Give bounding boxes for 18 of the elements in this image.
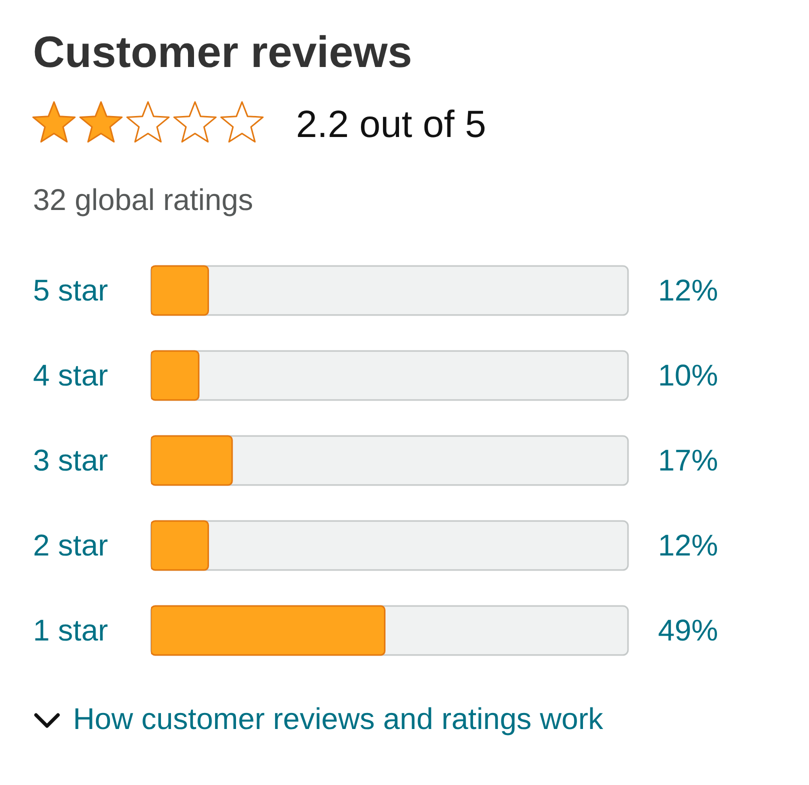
y-tick-label: 3 star xyxy=(33,444,108,478)
bar xyxy=(151,265,209,316)
chart-subtitle: 2.2 out of 5 xyxy=(296,104,486,147)
bar xyxy=(151,435,233,486)
data-label: 12% xyxy=(658,274,718,308)
chart-title: Customer reviews xyxy=(33,28,412,78)
y-tick-label: 1 star xyxy=(33,614,108,648)
text: 32 global ratings xyxy=(33,184,254,218)
y-tick-label: 4 star xyxy=(33,360,108,392)
bar xyxy=(151,520,209,571)
y-tick-label: 2 star xyxy=(33,530,108,562)
y-tick-label: 5 star xyxy=(33,274,108,308)
data-label: 17% xyxy=(658,444,718,478)
data-label: 49% xyxy=(658,614,718,648)
bar xyxy=(151,350,200,401)
data-label: 12% xyxy=(658,530,718,562)
data-label: 10% xyxy=(658,360,718,392)
text: How customer reviews and ratings work xyxy=(73,703,604,737)
